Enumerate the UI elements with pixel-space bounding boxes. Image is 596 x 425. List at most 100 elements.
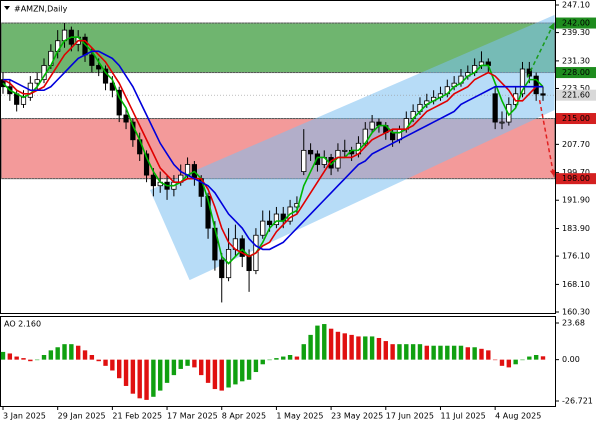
osc-bar [527, 356, 532, 360]
osc-bar [55, 347, 60, 360]
chart-title: #AMZN,Daily [14, 5, 68, 14]
osc-bar [301, 344, 306, 360]
candle-body [102, 68, 109, 84]
osc-bar [287, 355, 293, 360]
osc-bar [451, 345, 457, 360]
x-tick-label: 17 Jun 2025 [386, 412, 434, 421]
osc-bar [123, 359, 129, 386]
osc-bar [171, 359, 177, 376]
osc-bar [246, 359, 252, 380]
osc-bar [322, 324, 327, 360]
candle-body [123, 114, 129, 123]
candle-body [116, 89, 122, 116]
level-box [556, 113, 596, 125]
candle-body [239, 238, 245, 257]
osc-tick-label: -26.721 [562, 397, 593, 406]
x-tick-label: 23 May 2025 [331, 412, 383, 421]
y-tick-label: 199.70 [562, 168, 590, 177]
osc-bar [219, 359, 224, 391]
osc-bar [445, 345, 450, 360]
osc-bar [281, 356, 286, 360]
osc-bar [192, 359, 197, 368]
trend-channel [149, 14, 555, 281]
candle-body [301, 149, 307, 172]
osc-bar [438, 345, 443, 360]
x-tick-label: 1 May 2025 [276, 412, 323, 421]
osc-bar [472, 347, 477, 360]
y-tick-label: 168.10 [562, 280, 590, 289]
moving-average [3, 50, 543, 251]
x-tick-label: 29 Jan 2025 [58, 412, 106, 421]
forecast-arrow [526, 22, 555, 78]
candle-body [307, 149, 314, 155]
x-tick-label: 4 Aug 2025 [495, 412, 541, 421]
y-tick-label: 191.90 [562, 196, 590, 205]
osc-bar [520, 359, 525, 361]
candle-body [89, 54, 95, 66]
osc-bar [226, 359, 231, 388]
oscillator-frame [0, 316, 556, 407]
level-label: 242.00 [562, 19, 590, 28]
y-tick-label: 247.10 [562, 1, 590, 10]
candle-body [273, 213, 280, 226]
x-tick-label: 17 Mar 2025 [167, 412, 218, 421]
osc-bar [178, 359, 183, 369]
level-label: 221.60 [562, 91, 590, 100]
osc-bar [205, 359, 211, 383]
osc-tick-label: 0.00 [562, 355, 580, 364]
osc-bar [89, 355, 95, 360]
arrow-head [548, 23, 554, 31]
osc-bar [369, 336, 375, 360]
osc-bar [533, 355, 539, 360]
candle-body [260, 220, 266, 236]
osc-bar [75, 345, 81, 360]
osc-bar [130, 359, 136, 394]
level-box [556, 17, 596, 29]
arrow-head [549, 169, 556, 177]
candle-body [519, 68, 526, 95]
osc-bar [96, 359, 101, 362]
osc-bar [41, 355, 47, 360]
x-tick-label: 3 Jan 2025 [3, 412, 46, 421]
candle-body [150, 174, 156, 187]
osc-bar [233, 359, 238, 385]
moving-average [2, 39, 543, 258]
osc-bar [397, 344, 402, 360]
candle-body [369, 121, 375, 130]
candle-body [390, 132, 396, 141]
y-tick-label: 231.30 [562, 56, 590, 65]
y-tick-label: 223.50 [562, 84, 590, 93]
osc-bar [14, 356, 19, 360]
osc-bar [151, 359, 156, 397]
osc-bar [308, 334, 313, 360]
osc-bar [376, 337, 382, 360]
osc-bar [110, 359, 115, 371]
candle-body [219, 259, 225, 279]
osc-bar [431, 345, 436, 360]
osc-bar [390, 344, 395, 360]
osc-bar [540, 356, 546, 360]
osc-bar [328, 328, 334, 360]
osc-bar [486, 350, 491, 360]
level-label: 228.00 [562, 68, 590, 77]
x-tick-label: 21 Feb 2025 [112, 412, 162, 421]
candle-body [20, 96, 27, 105]
level-label: 198.00 [562, 174, 590, 183]
osc-bar [103, 359, 108, 366]
osc-bar [144, 359, 149, 400]
osc-bar [417, 344, 423, 360]
candle-body [143, 153, 150, 176]
osc-bar [349, 334, 354, 360]
osc-bar [62, 344, 67, 360]
osc-bar [82, 350, 88, 360]
price-frame [0, 0, 556, 314]
candle-body [342, 149, 348, 152]
osc-bar [158, 359, 163, 391]
osc-bar [34, 359, 40, 361]
osc-bar [499, 359, 505, 366]
x-tick-label: 8 Apr 2025 [222, 412, 266, 421]
osc-bar [404, 344, 409, 360]
osc-bar [199, 359, 204, 376]
candle-body [533, 75, 539, 95]
